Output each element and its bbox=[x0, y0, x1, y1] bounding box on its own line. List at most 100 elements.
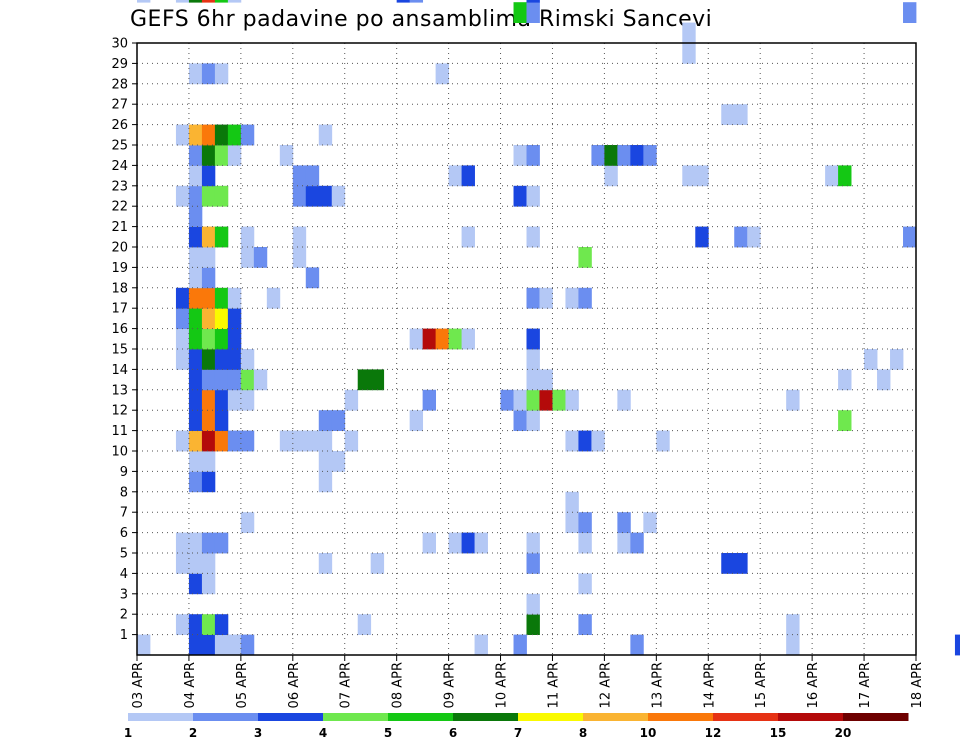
legend-swatch bbox=[648, 713, 714, 721]
heatmap-cell bbox=[526, 614, 540, 635]
heatmap-cell bbox=[695, 165, 709, 187]
x-tick-label: 12 APR bbox=[598, 662, 613, 708]
legend-label: 4 bbox=[319, 726, 327, 740]
x-tick-label: 13 APR bbox=[650, 662, 665, 708]
y-tick-label: 3 bbox=[120, 587, 128, 602]
heatmap-cell bbox=[591, 430, 605, 452]
heatmap-cell bbox=[201, 349, 216, 370]
heatmap-cell bbox=[578, 247, 592, 268]
heatmap-cell bbox=[279, 145, 294, 166]
heatmap-cell bbox=[214, 532, 229, 554]
heatmap-cell bbox=[227, 0, 242, 3]
y-tick-label: 20 bbox=[111, 241, 128, 256]
heatmap-cell bbox=[643, 145, 657, 166]
heatmap-cell bbox=[214, 634, 229, 656]
heatmap-cell bbox=[188, 247, 203, 268]
heatmap-cell bbox=[188, 0, 203, 3]
x-tick-label: 07 APR bbox=[339, 662, 354, 708]
heatmap-cell bbox=[565, 287, 579, 309]
heatmap-cell bbox=[630, 145, 644, 166]
heatmap-cell bbox=[240, 349, 255, 370]
heatmap-cell bbox=[214, 185, 229, 207]
heatmap-cell bbox=[201, 614, 216, 635]
heatmap-cell bbox=[825, 165, 839, 187]
heatmap-cell bbox=[526, 2, 540, 23]
x-tick-label: 18 APR bbox=[910, 662, 925, 708]
heatmap-cell bbox=[188, 634, 203, 656]
heatmap-cell bbox=[188, 389, 203, 411]
x-tick-label: 04 APR bbox=[183, 662, 198, 708]
heatmap-cell bbox=[266, 287, 281, 309]
heatmap-cell bbox=[682, 43, 696, 64]
heatmap-cell bbox=[370, 369, 385, 391]
heatmap-cell bbox=[513, 185, 527, 207]
x-tick-label: 15 APR bbox=[754, 662, 769, 708]
x-axis: 03 APR 04 APR 05 APR 06 APR 07 APR 08 APR 09 A… bbox=[131, 655, 925, 708]
legend-swatch bbox=[518, 713, 584, 721]
heatmap-cell bbox=[565, 512, 579, 533]
heatmap-cell bbox=[201, 369, 216, 391]
heatmap-cell bbox=[201, 308, 216, 329]
heatmap-cell bbox=[500, 389, 514, 411]
heatmap-cell bbox=[240, 430, 255, 452]
heatmap-cell bbox=[201, 634, 216, 656]
heatmap-cell bbox=[188, 145, 203, 166]
heatmap-cell bbox=[227, 145, 242, 166]
heatmap-cell bbox=[643, 512, 657, 533]
heatmap-cell bbox=[617, 389, 631, 411]
heatmap-cell bbox=[201, 553, 216, 574]
heatmap-cell bbox=[734, 553, 748, 574]
x-tick-label: 06 APR bbox=[287, 662, 302, 708]
heatmap-cell bbox=[552, 389, 566, 411]
heatmap-cell bbox=[513, 145, 527, 166]
heatmap-cell bbox=[461, 226, 475, 248]
heatmap-cell bbox=[526, 389, 540, 411]
heatmap-cell bbox=[318, 430, 333, 452]
y-axis: 1234567891011121314151617181920212223242… bbox=[111, 37, 137, 643]
x-tick-label: 17 APR bbox=[858, 662, 873, 708]
heatmap-cell bbox=[331, 451, 346, 472]
heatmap-cell bbox=[695, 226, 709, 248]
heatmap-cell bbox=[227, 349, 242, 370]
y-tick-label: 9 bbox=[120, 465, 128, 480]
heatmap-cell bbox=[305, 430, 320, 452]
heatmap-cell bbox=[188, 614, 203, 635]
heatmap-cell bbox=[526, 369, 540, 391]
heatmap-cell bbox=[188, 165, 203, 187]
heatmap-cell bbox=[175, 430, 190, 452]
y-tick-label: 8 bbox=[120, 485, 128, 500]
y-tick-label: 18 bbox=[111, 281, 128, 296]
heatmap-cell bbox=[188, 226, 203, 248]
heatmap-cell bbox=[526, 185, 540, 207]
heatmap-cell bbox=[175, 328, 190, 350]
heatmap-cell bbox=[448, 532, 462, 554]
heatmap-cell bbox=[214, 410, 229, 431]
legend-label: 15 bbox=[770, 726, 787, 740]
x-tick-label: 09 APR bbox=[443, 662, 458, 708]
heatmap-cell bbox=[409, 328, 424, 350]
heatmap-cell bbox=[201, 573, 216, 595]
x-tick-label: 10 APR bbox=[495, 662, 510, 708]
legend-label: 6 bbox=[449, 726, 457, 740]
heatmap-cell bbox=[253, 369, 268, 391]
heatmap-cell bbox=[786, 389, 800, 411]
x-tick-label: 03 APR bbox=[131, 662, 146, 708]
heatmap-cell bbox=[175, 185, 190, 207]
heatmap-cell bbox=[175, 308, 190, 329]
heatmap-cell bbox=[175, 349, 190, 370]
heatmap-cell bbox=[682, 165, 696, 187]
y-tick-label: 12 bbox=[111, 404, 128, 419]
y-tick-label: 16 bbox=[111, 322, 128, 337]
heatmap-cell bbox=[240, 634, 255, 656]
y-tick-label: 11 bbox=[111, 424, 128, 439]
heatmap-cell bbox=[227, 308, 242, 329]
heatmap-cell bbox=[526, 145, 540, 166]
heatmap-cell bbox=[318, 185, 333, 207]
heatmap-cell bbox=[214, 0, 229, 3]
heatmap-cell bbox=[305, 185, 320, 207]
heatmap-cell bbox=[513, 634, 527, 656]
heatmap-cell bbox=[214, 308, 229, 329]
y-tick-label: 28 bbox=[111, 77, 128, 92]
heatmap-cell bbox=[721, 104, 735, 125]
heatmap-cell bbox=[188, 471, 203, 493]
